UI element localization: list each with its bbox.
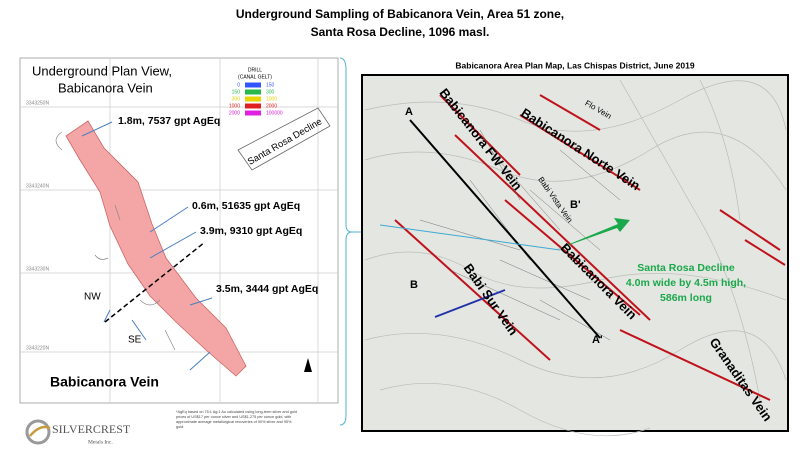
northing: 3343230N [26,266,49,272]
title-line: Underground Sampling of Babicanora Vein,… [236,7,564,21]
direction: SE [128,335,142,346]
legend-max: 150 [266,82,275,88]
legend-swatch [245,89,261,95]
decline-arrow [555,218,630,250]
plan-frame [19,57,339,404]
section-label: B [410,279,418,291]
section-label: A' [592,334,603,346]
footnote: gold. [176,425,184,429]
callout-arrows [81,121,213,371]
direction: NW [84,292,101,303]
heading: Babicanora Vein [58,80,153,95]
section-a [409,119,601,339]
footnote: approximate average metallurgical recove… [176,420,292,424]
legend-max: 100000 [266,110,283,116]
vein-workings [65,120,247,377]
vein-label: Babicanora Vein [50,374,159,390]
legend-min: 150 [232,89,241,95]
legend-max: 2000 [266,103,277,109]
bracket [339,57,353,426]
sample-label: 0.6m, 51635 gpt AgEq [192,200,300,212]
decline-callout: Santa Rosa Decline [637,262,735,274]
section-line [104,241,206,323]
legend-swatch [245,103,261,109]
legend-min: 2000 [229,110,240,116]
northing: 3343220N [26,345,49,351]
footnote: prices of US$17 per ounce silver and US$… [176,415,291,419]
decline-callout: 586m long [660,292,712,304]
logo-swoosh [29,425,51,437]
heading: Underground Plan View, [32,63,172,78]
veins [394,94,786,401]
legend-title: DRILL [248,67,262,73]
connector-line [379,224,561,251]
northing: 3343240N [26,183,49,189]
legend-min: 1000 [229,103,240,109]
legend-min: 300 [232,96,241,102]
section-b [434,289,506,318]
drifts [55,131,176,351]
right-panel: Babicanora Area Plan Map, Las Chispas Di… [361,60,789,437]
legend-swatch [245,82,261,88]
decline-outline [237,107,331,171]
title-line: Santa Rosa Decline, 1096 masl. [311,25,490,39]
left-panel: 3343250N 3343240N 3343230N 3343220N Unde… [19,57,339,445]
legend-title: (CANAL GELT) [238,74,272,80]
section-label: A [405,106,413,118]
logo-name: SILVERCREST [52,422,131,436]
section-label: B' [570,199,581,211]
sample-label: 3.5m, 3444 gpt AgEq [216,283,318,295]
logo-sub: Metals Inc. [88,439,113,445]
legend-max: 300 [266,89,275,95]
sample-label: 1.8m, 7537 gpt AgEq [118,115,220,127]
northing: 3343250N [26,100,49,106]
map-title: Babicanora Area Plan Map, Las Chispas Di… [455,60,694,70]
north-arrow [304,358,312,372]
legend-swatch [245,110,261,116]
legend-max: 1000 [266,96,277,102]
decline-callout: 4.0m wide by 4.5m high, [626,277,746,289]
sample-label: 3.9m, 9310 gpt AgEq [200,225,302,237]
logo-mark [25,419,51,445]
legend-swatch [245,96,261,102]
legend-min: 0 [237,82,240,88]
footnote: *AgEq based on 75:1 Ag:1 Au calculated u… [176,410,297,414]
